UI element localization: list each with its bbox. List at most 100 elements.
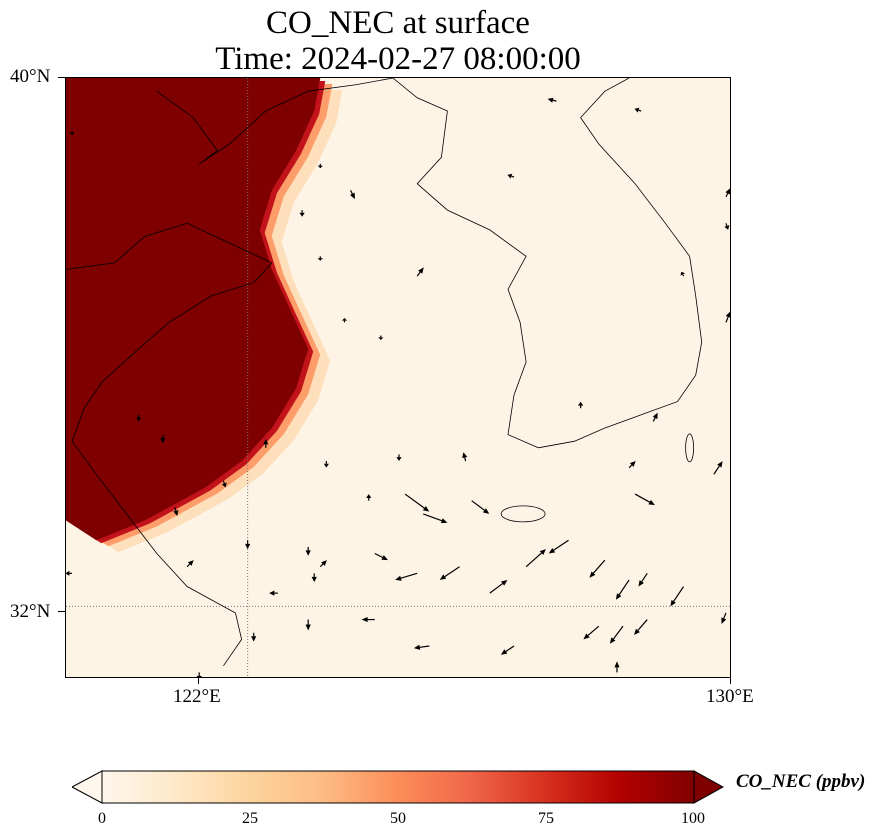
wind-vector-head xyxy=(439,574,447,580)
wind-vector-shaft xyxy=(612,625,624,640)
wind-vector-head xyxy=(652,412,658,420)
wind-vector xyxy=(547,97,557,103)
wind-vector xyxy=(160,434,166,444)
colorbar-tick-100: 100 xyxy=(681,810,705,827)
wind-vector-head xyxy=(349,192,355,200)
wind-vector xyxy=(507,173,515,179)
wind-vector-shaft xyxy=(464,457,467,462)
wind-vector-head xyxy=(440,518,448,524)
wind-vector xyxy=(245,540,251,550)
wind-vector xyxy=(713,461,723,475)
wind-vector-head xyxy=(395,575,402,581)
wind-vector-shaft xyxy=(682,274,685,277)
wind-vector xyxy=(366,494,372,501)
wind-vector xyxy=(305,619,311,631)
coastline-2 xyxy=(392,78,539,449)
lat-tick-mark-40 xyxy=(58,77,65,78)
wind-vector-head xyxy=(648,499,655,506)
wind-vector xyxy=(670,586,685,607)
lat-tick-label-40: 40°N xyxy=(10,66,51,87)
wind-vector xyxy=(349,190,355,200)
wind-vector xyxy=(634,493,655,506)
wind-vector-head xyxy=(724,225,730,230)
wind-vector-head xyxy=(341,317,348,321)
wind-vector xyxy=(439,566,460,580)
wind-vector-shaft xyxy=(489,583,503,594)
wind-vector-head xyxy=(136,417,142,422)
wind-vector-head xyxy=(66,570,70,576)
wind-vector-shaft xyxy=(592,559,606,574)
wind-vector-head xyxy=(378,337,384,340)
wind-vector-head xyxy=(614,661,620,668)
wind-vector xyxy=(638,572,648,587)
wind-vector xyxy=(221,480,227,488)
coastline-0 xyxy=(66,222,273,442)
wind-vector-head xyxy=(680,271,686,276)
wind-vector-head xyxy=(311,576,317,583)
wind-vector xyxy=(378,335,384,340)
coastline-4 xyxy=(71,440,243,667)
wind-vector-head xyxy=(725,188,730,195)
wind-vector-head xyxy=(251,636,257,642)
lat-tick-mark-32 xyxy=(58,611,65,612)
wind-vector-head xyxy=(547,97,554,103)
wind-vector-shaft xyxy=(174,507,177,511)
wind-vector xyxy=(413,644,430,650)
wind-vector-shaft xyxy=(374,552,383,558)
wind-vector-head xyxy=(299,212,305,217)
wind-vector-head xyxy=(507,173,513,179)
wind-vector-head xyxy=(160,438,166,444)
wind-vector-head xyxy=(629,461,636,467)
wind-vector-head xyxy=(317,258,323,261)
wind-vector-shaft xyxy=(423,513,442,522)
wind-vector-shaft xyxy=(673,586,685,602)
wind-vector-head xyxy=(317,165,323,169)
wind-vector xyxy=(721,612,727,624)
wind-vector-head xyxy=(413,644,421,650)
map-plot-area[interactable] xyxy=(65,77,731,678)
wind-vector xyxy=(583,625,600,640)
wind-vector xyxy=(305,546,311,556)
wind-vector xyxy=(615,579,630,600)
wind-vector xyxy=(311,573,317,583)
wind-vector-shaft xyxy=(587,625,600,636)
plume-core xyxy=(66,78,321,541)
wind-vector xyxy=(374,552,388,561)
wind-vector-shaft xyxy=(638,109,642,112)
wind-vector-shaft xyxy=(471,500,485,511)
wind-vector-shaft xyxy=(419,645,430,648)
wind-vector-head xyxy=(725,311,730,318)
wind-vector-shaft xyxy=(652,417,656,422)
wind-vector-shaft xyxy=(725,193,729,198)
colorbar-tick-50: 50 xyxy=(390,810,406,827)
wind-vector-shaft xyxy=(222,480,225,484)
wind-vector xyxy=(196,672,202,677)
wind-vector-shaft xyxy=(637,619,648,631)
wind-vector xyxy=(725,311,730,323)
wind-vector xyxy=(173,507,179,517)
jeju-island xyxy=(500,505,546,523)
wind-vector-head xyxy=(638,580,644,587)
wind-vector-head xyxy=(418,267,424,274)
wind-vector xyxy=(263,439,269,448)
wind-vector-shaft xyxy=(723,612,727,619)
wind-vector xyxy=(471,500,490,514)
tsushima-island xyxy=(685,433,695,463)
wind-vector xyxy=(525,549,546,568)
wind-vector xyxy=(628,461,636,469)
colorbar-high-extend xyxy=(693,770,724,804)
wind-vector-shaft xyxy=(634,493,650,503)
wind-vector-head xyxy=(717,461,723,468)
colorbar xyxy=(72,770,724,804)
wind-vector xyxy=(251,632,257,642)
wind-vector-shaft xyxy=(725,316,729,323)
coastline-1 xyxy=(156,78,393,165)
wind-vector-shaft xyxy=(628,464,633,469)
wind-vector xyxy=(680,271,686,277)
wind-vector xyxy=(323,461,329,468)
wind-vector-shaft xyxy=(400,572,418,579)
wind-vector-head xyxy=(548,548,556,554)
wind-vector-shaft xyxy=(350,190,353,195)
wind-vector xyxy=(423,513,448,524)
wind-vector-head xyxy=(69,132,75,136)
